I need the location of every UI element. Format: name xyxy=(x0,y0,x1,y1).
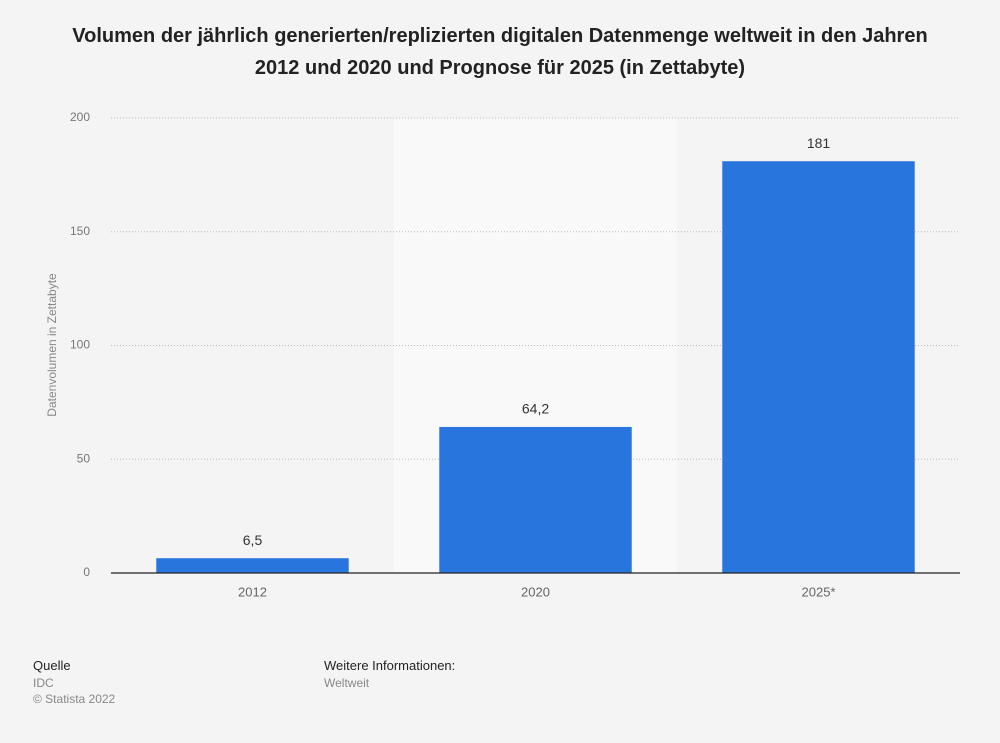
source: IDC xyxy=(33,676,54,690)
x-tick-label: 2025* xyxy=(802,584,836,599)
y-axis-label: Datenvolumen in Zettabyte xyxy=(45,273,59,417)
y-tick-label: 200 xyxy=(70,110,90,124)
info-title: Weitere Informationen: xyxy=(324,658,456,673)
y-tick-label: 50 xyxy=(77,451,91,465)
y-tick-label: 150 xyxy=(70,224,90,238)
value-label: 181 xyxy=(807,135,831,151)
copyright: © Statista 2022 xyxy=(33,692,116,706)
bar xyxy=(439,426,632,573)
source-title: Quelle xyxy=(33,658,71,673)
bar xyxy=(722,161,915,573)
chart-title: Volumen der jährlich generierten/replizi… xyxy=(72,25,928,79)
x-tick-label: 2020 xyxy=(521,584,550,599)
bar xyxy=(156,558,349,573)
y-tick-label: 100 xyxy=(70,338,90,352)
value-label: 6,5 xyxy=(243,532,263,548)
y-tick-label: 0 xyxy=(83,565,90,579)
value-label: 64,2 xyxy=(522,401,549,417)
info: Weltweit xyxy=(324,676,370,690)
x-tick-label: 2012 xyxy=(238,584,267,599)
